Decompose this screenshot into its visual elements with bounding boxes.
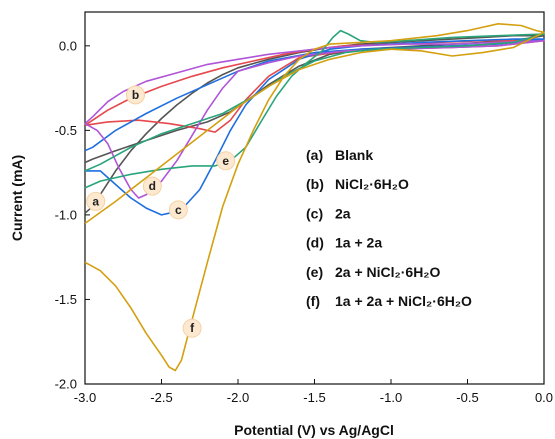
x-axis-title: Potential (V) vs Ag/AgCl <box>234 422 394 438</box>
x-tick-label: -1.0 <box>380 390 402 405</box>
series-d-marker <box>142 176 162 196</box>
series-f-marker-label: f <box>190 321 195 335</box>
series-layer <box>84 23 545 372</box>
y-tick-label: -2.0 <box>55 377 77 392</box>
series-c-marker <box>168 200 188 220</box>
legend-item-1-letter: (a) <box>306 147 323 163</box>
y-axis-title: Current (mA) <box>9 155 25 241</box>
curve-label-markers: a b c d e f <box>86 85 236 338</box>
axis-ticks: -3.0 -2.5 -2.0 -1.5 -1.0 -0.5 0.0 0.0 -0.5 -1.0 -1… <box>55 38 553 405</box>
series-d-marker-label: d <box>149 179 156 193</box>
y-tick-label: 0.0 <box>59 38 77 53</box>
series-e-marker <box>216 151 236 171</box>
series-a-marker-label: a <box>92 194 99 208</box>
x-tick-label: -2.5 <box>150 390 172 405</box>
legend-item-4-text: 1a + 2a <box>335 235 382 251</box>
legend-item-3-letter: (c) <box>306 205 323 221</box>
series-b-marker <box>125 85 145 105</box>
y-tick-label: -1.5 <box>55 292 77 307</box>
series-f-line <box>84 23 545 372</box>
series-b-marker-label: b <box>132 88 139 102</box>
x-tick-label: -0.5 <box>456 390 478 405</box>
x-tick-label: -2.0 <box>227 390 249 405</box>
y-tick-label: -1.0 <box>55 207 77 222</box>
x-tick-label: -3.0 <box>74 390 96 405</box>
y-tick-label: -0.5 <box>55 123 77 138</box>
legend-item-2-letter: (b) <box>306 176 324 192</box>
series-a-marker <box>86 191 106 211</box>
series-f-marker <box>182 318 202 338</box>
legend: (a) Blank (b) NiCl₂·6H₂O (c) 2a (d) 1a + 2a (e) 2… <box>306 147 472 309</box>
series-c-marker-label: c <box>175 203 182 217</box>
series-e-marker-label: e <box>222 154 229 168</box>
x-tick-label: -1.5 <box>303 390 325 405</box>
legend-item-6-letter: (f) <box>306 293 320 309</box>
legend-item-1-text: Blank <box>335 147 373 163</box>
legend-item-3-text: 2a <box>335 205 351 221</box>
legend-item-2-text: NiCl₂·6H₂O <box>335 176 409 192</box>
series-d-line <box>84 39 545 199</box>
legend-item-5-text: 2a + NiCl₂·6H₂O <box>335 264 441 280</box>
plot-frame <box>84 11 545 385</box>
x-tick-label: 0.0 <box>535 390 553 405</box>
series-c-line <box>84 38 545 216</box>
legend-item-6-text: 1a + 2a + NiCl₂·6H₂O <box>335 293 472 309</box>
legend-item-5-letter: (e) <box>306 264 323 280</box>
legend-item-4-letter: (d) <box>306 235 324 251</box>
